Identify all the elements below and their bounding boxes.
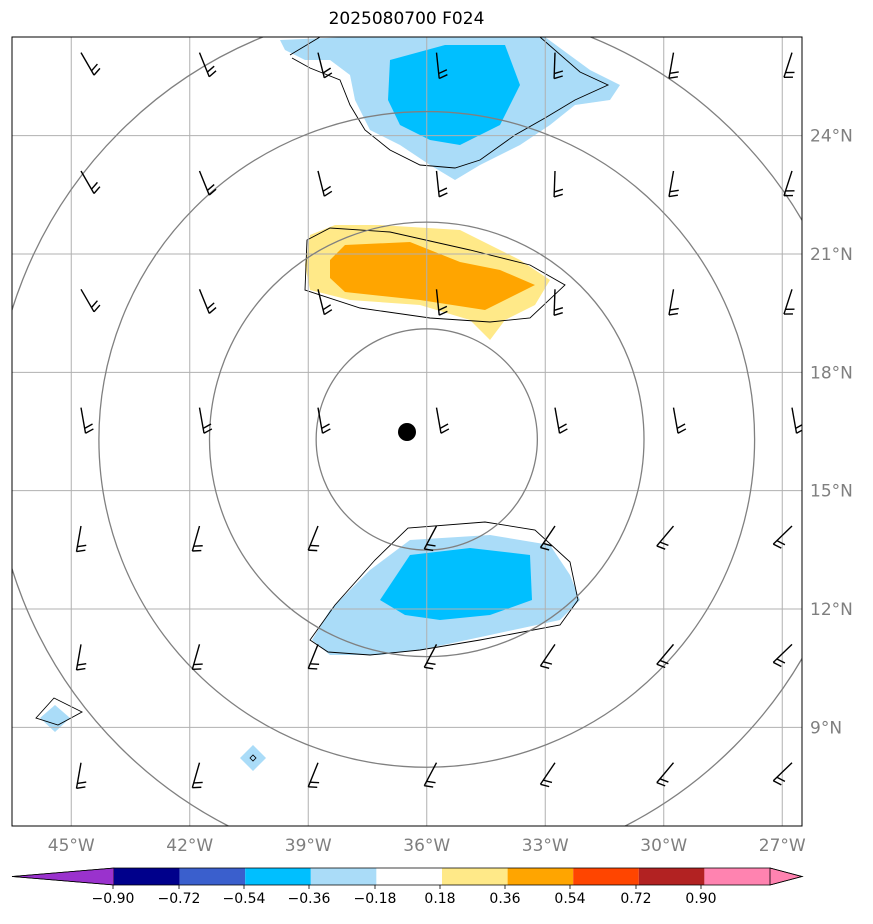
colorbar-extend-high xyxy=(770,868,802,885)
longitude-label: 42°W xyxy=(166,836,213,856)
storm-center-marker xyxy=(398,423,416,441)
latitude-label: 24°N xyxy=(810,127,853,147)
wind-barb xyxy=(554,289,563,315)
colorbar-segment xyxy=(180,868,246,885)
wind-barb xyxy=(81,53,100,76)
colorbar-segment xyxy=(704,868,770,885)
colorbar-label: 0.18 xyxy=(424,891,455,907)
wind-barb xyxy=(200,289,217,313)
colorbar-label: 0.72 xyxy=(620,891,651,907)
map-plot: 45°W 42°W 39°W 36°W 33°W 30°W 27°W 24°N 21°N 18°… xyxy=(0,0,873,860)
wind-barb xyxy=(554,171,563,197)
wind-barb xyxy=(76,526,86,552)
wind-barb xyxy=(669,53,679,79)
wind-barb xyxy=(308,644,319,669)
colorbar-segment xyxy=(442,868,508,885)
wind-barb xyxy=(669,289,679,315)
wind-barb xyxy=(784,289,795,314)
longitude-label: 27°W xyxy=(759,836,806,856)
longitude-label: 39°W xyxy=(285,836,332,856)
latitude-label: 12°N xyxy=(810,600,853,620)
wind-barb xyxy=(192,644,202,669)
wind-barb xyxy=(437,171,448,197)
latitude-tick-labels: 24°N 21°N 18°N 15°N 12°N 9°N xyxy=(810,127,853,739)
wind-barb xyxy=(192,763,202,788)
wind-barb xyxy=(81,289,100,312)
wind-barb xyxy=(657,763,674,786)
colorbar-segment xyxy=(245,868,311,885)
colorbar-segment xyxy=(508,868,574,885)
wind-barb xyxy=(318,171,332,196)
colorbar-segment xyxy=(114,868,180,885)
wind-barb xyxy=(540,763,555,787)
wind-barb xyxy=(669,171,679,197)
anomaly-small-southwest xyxy=(240,745,266,771)
wind-barb xyxy=(308,526,319,551)
latitude-label: 9°N xyxy=(810,718,842,738)
colorbar-label: 0.54 xyxy=(554,891,585,907)
longitude-label: 33°W xyxy=(522,836,569,856)
wind-barb xyxy=(76,644,86,670)
wind-barb xyxy=(555,408,567,434)
wind-barb xyxy=(424,763,436,787)
colorbar-label: −0.90 xyxy=(92,891,135,907)
wind-barb xyxy=(76,763,86,789)
longitude-tick-labels: 45°W 42°W 39°W 36°W 33°W 30°W 27°W xyxy=(48,836,806,856)
colorbar-label: −0.54 xyxy=(223,891,266,907)
colorbar-segment xyxy=(376,868,442,885)
colorbar-segment xyxy=(311,868,377,885)
colorbar-label: 0.90 xyxy=(685,891,716,907)
wind-barb xyxy=(674,408,686,434)
wind-barb xyxy=(784,171,795,196)
wind-barb xyxy=(784,53,795,78)
longitude-label: 30°W xyxy=(640,836,687,856)
latitude-label: 21°N xyxy=(810,245,853,265)
wind-barb xyxy=(81,171,100,194)
wind-barb xyxy=(657,526,674,549)
colorbar-label: −0.36 xyxy=(288,891,331,907)
wind-barb xyxy=(540,644,555,668)
colorbar-segment xyxy=(573,868,639,885)
wind-barb xyxy=(437,408,449,434)
colorbar-extend-low xyxy=(12,868,114,885)
latitude-label: 18°N xyxy=(810,363,853,383)
colorbar-label: 0.36 xyxy=(489,891,520,907)
wind-barb xyxy=(81,408,93,434)
colorbar-label: −0.72 xyxy=(158,891,201,907)
longitude-label: 36°W xyxy=(403,836,450,856)
colorbar: −0.90 −0.72 −0.54 −0.36 −0.18 0.18 0.36 0.54 0.7… xyxy=(0,860,873,924)
wind-barb xyxy=(308,763,319,788)
wind-barb xyxy=(192,526,202,551)
longitude-label: 45°W xyxy=(48,836,95,856)
colorbar-label: −0.18 xyxy=(354,891,397,907)
wind-barb xyxy=(792,408,804,434)
wind-barb xyxy=(200,171,217,195)
colorbar-segment xyxy=(639,868,705,885)
latitude-label: 15°N xyxy=(810,482,853,502)
